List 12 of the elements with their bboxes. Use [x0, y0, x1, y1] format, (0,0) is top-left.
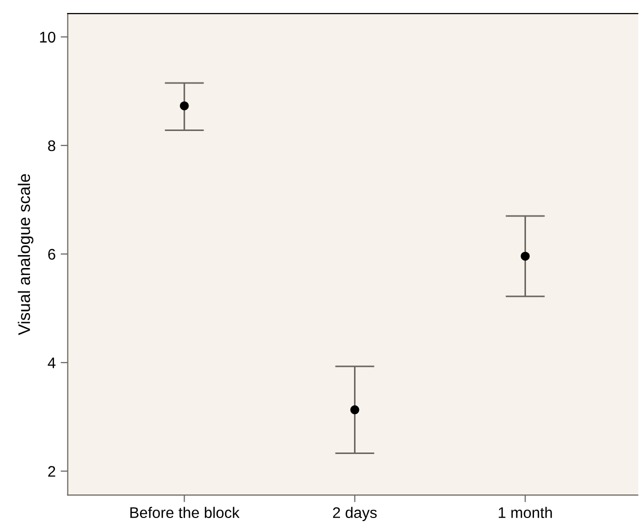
y-tick-label: 6 — [48, 248, 56, 260]
x-tick-label: 2 days — [333, 506, 377, 522]
y-tick-label: 4 — [48, 358, 56, 368]
y-axis-title: Visual analogue scale — [18, 174, 34, 336]
x-tick-label: Before the block — [130, 506, 240, 518]
y-tick-label: 2 — [48, 466, 56, 477]
point — [350, 405, 360, 414]
y-tick-label: 10 — [40, 32, 56, 43]
point — [180, 101, 189, 110]
x-tick-label: 1 month — [498, 506, 552, 518]
point — [520, 252, 530, 261]
y-tick-label: 8 — [48, 140, 56, 152]
